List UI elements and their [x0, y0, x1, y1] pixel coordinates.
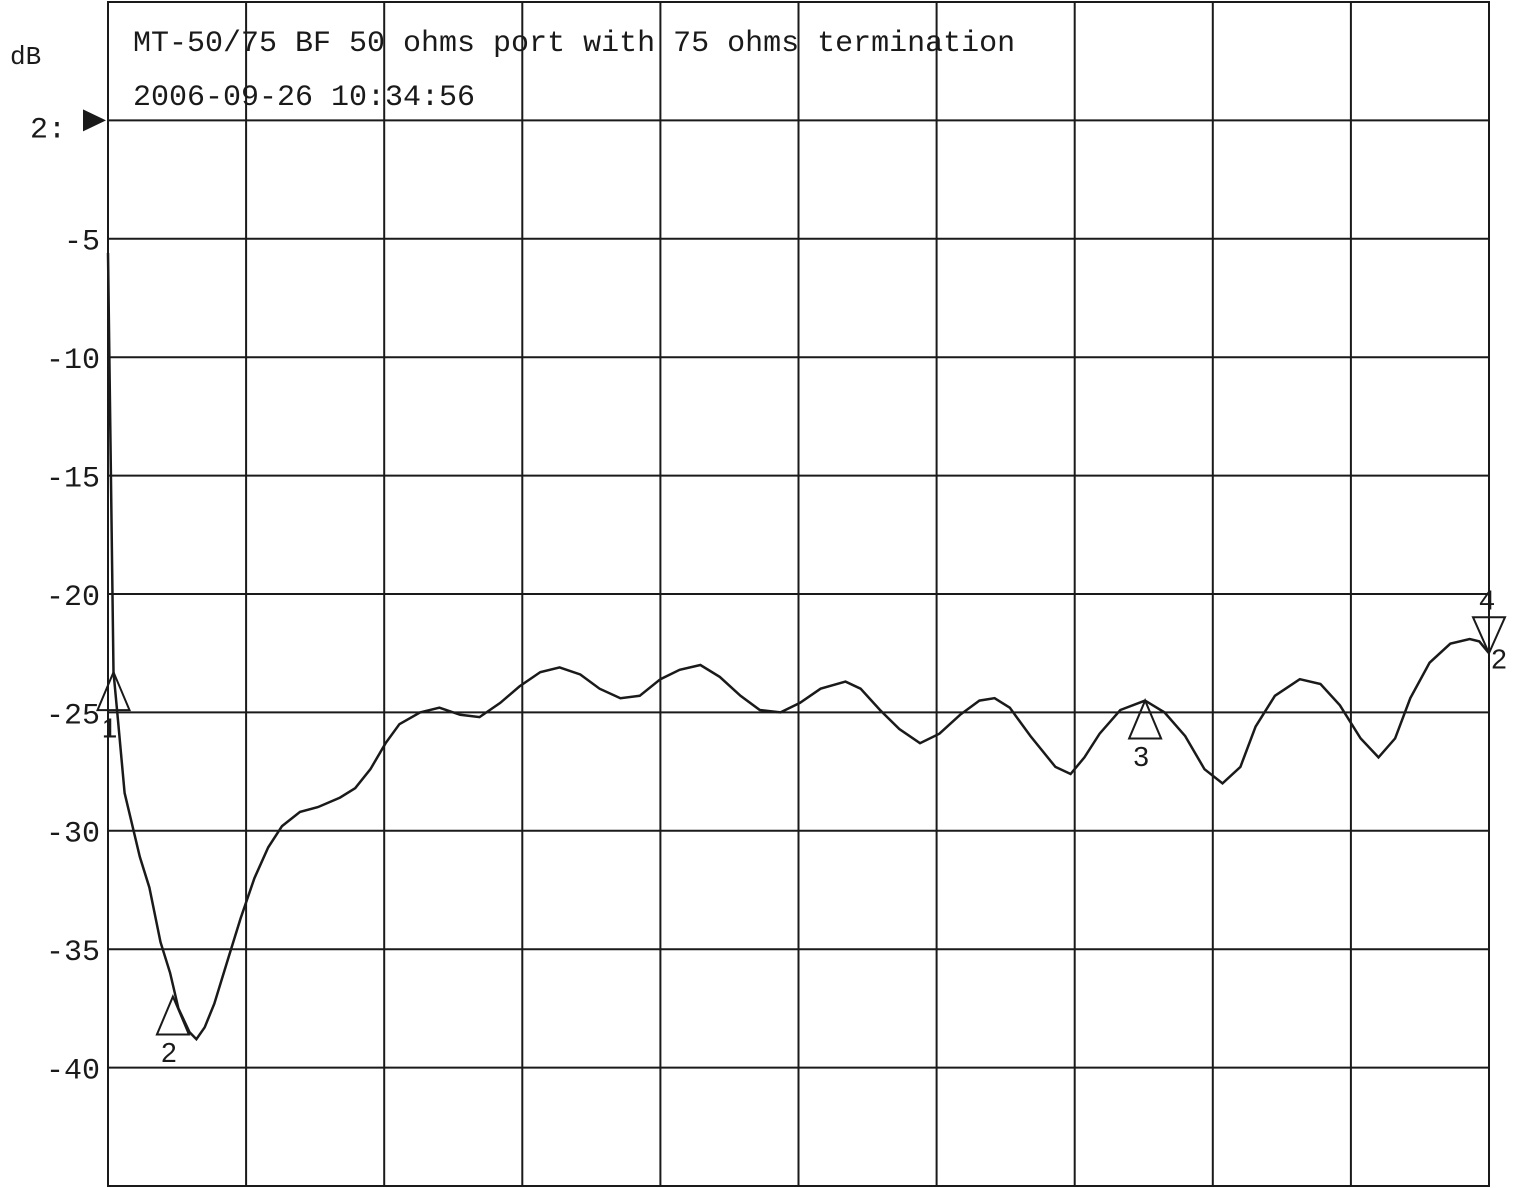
marker-label: 1 — [102, 713, 118, 744]
reference-arrow — [83, 109, 106, 132]
y-tick-label: -35 — [46, 936, 100, 970]
marker-label: 3 — [1133, 741, 1149, 772]
y-tick-label: -40 — [46, 1055, 100, 1089]
y-tick-label: -15 — [46, 463, 100, 497]
marker-label: 2 — [161, 1037, 177, 1068]
y-tick-label: -20 — [46, 581, 100, 615]
y-tick-label: -30 — [46, 818, 100, 852]
chart-title: MT-50/75 BF 50 ohms port with 75 ohms te… — [133, 27, 1015, 61]
y-tick-label: -25 — [46, 699, 100, 733]
y-tick-label: -10 — [46, 344, 100, 378]
reference-label: 2: — [30, 113, 66, 147]
marker — [1127, 697, 1163, 740]
marker-label: 4 — [1479, 585, 1495, 616]
marker — [155, 993, 191, 1036]
marker-trace-label: 2 — [1491, 644, 1507, 675]
y-tick-label: -5 — [64, 226, 100, 260]
marker — [1471, 616, 1507, 656]
trace-line — [106, 252, 1490, 1042]
y-axis-label: dB — [10, 42, 41, 72]
marker — [96, 669, 132, 712]
chart-subtitle: 2006-09-26 10:34:56 — [133, 81, 475, 115]
